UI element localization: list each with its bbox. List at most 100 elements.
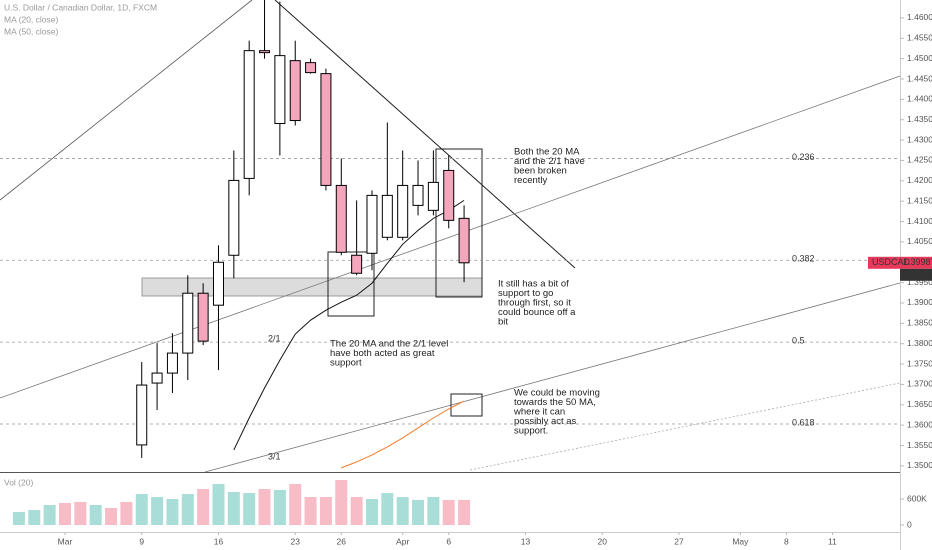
fan-label: 2/1 — [268, 333, 281, 343]
candle-body — [443, 169, 455, 221]
y-tick-label: 1.37500 — [907, 358, 932, 368]
volume-bar — [43, 504, 56, 525]
annotation: bit — [498, 317, 508, 328]
annotation: The 20 MA and the 2/1 level — [330, 339, 448, 350]
volume-bar — [365, 499, 378, 525]
x-tick-label: Mar — [58, 536, 73, 546]
volume-bar — [319, 497, 332, 525]
volume-bar — [166, 499, 179, 525]
y-tick-label: 1.43500 — [907, 114, 932, 124]
x-tick-label: 23 — [290, 536, 300, 546]
y-tick-label: 0 — [907, 519, 912, 529]
x-tick-label: 16 — [214, 536, 224, 546]
volume-bar — [458, 499, 471, 525]
timer-tag — [900, 268, 932, 281]
annotation: could bounce off a — [498, 307, 576, 318]
annotation: through first, so it — [498, 298, 571, 309]
y-tick-label: 1.45000 — [907, 53, 932, 63]
ma-line — [233, 199, 465, 451]
annotation: been broken — [514, 166, 567, 177]
trend-line — [274, 0, 576, 269]
x-tick-label: 20 — [597, 536, 607, 546]
volume-bar — [120, 501, 133, 525]
candle-body — [305, 62, 317, 74]
annotation: support — [330, 358, 362, 369]
candle-body — [182, 292, 194, 354]
y-tick-label: 1.42500 — [907, 155, 932, 165]
volume-bar — [105, 508, 118, 525]
y-tick-label: 1.44500 — [907, 73, 932, 83]
volume-title: Vol (20) — [4, 477, 33, 487]
fan-line — [204, 282, 900, 472]
volume-bar — [28, 510, 41, 525]
level-label: 0.236 — [792, 152, 815, 162]
y-tick-label: 1.45500 — [907, 33, 932, 43]
volume-bar — [58, 502, 71, 525]
volume-bar — [89, 504, 102, 525]
y-tick-label: 1.42000 — [907, 175, 932, 185]
volume-bar — [151, 497, 164, 525]
annotation: have both acted as great — [330, 348, 435, 359]
candle-body — [289, 60, 301, 122]
volume-bar — [273, 489, 286, 525]
volume-bar — [396, 497, 409, 525]
annotation: where it can — [513, 407, 565, 418]
annotation: It still has a bit of — [498, 279, 569, 290]
legend-entry: MA (20, close) — [4, 14, 58, 24]
volume-bar — [227, 491, 240, 525]
volume-bar — [197, 488, 210, 525]
y-tick-label: 600K — [907, 493, 927, 503]
y-tick-label: 1.38000 — [907, 338, 932, 348]
y-tick-label: 1.43000 — [907, 134, 932, 144]
x-tick-label: 13 — [521, 536, 531, 546]
volume-bar — [335, 480, 348, 525]
volume-bar — [304, 497, 317, 525]
annotation: and the 2/1 have — [514, 156, 585, 167]
y-tick-label: 1.41500 — [907, 195, 932, 205]
annotation: We could be moving — [514, 388, 600, 399]
candle-body — [412, 184, 424, 206]
box — [450, 393, 483, 417]
level-label: 0.618 — [792, 417, 815, 427]
volume-bar — [243, 493, 256, 525]
candle-body — [166, 352, 178, 374]
x-tick-label: 6 — [446, 536, 451, 546]
y-tick-label: 1.36500 — [907, 399, 932, 409]
volume-bar — [381, 493, 394, 525]
annotation: recently — [514, 175, 548, 186]
y-tick-label: 1.36000 — [907, 419, 932, 429]
level-label: 0.5 — [792, 336, 805, 346]
candle-body — [259, 50, 271, 54]
y-tick-label: 1.46000 — [907, 12, 932, 22]
candle-body — [274, 55, 286, 125]
fan-label: 3/1 — [268, 451, 281, 461]
x-tick-label: 8 — [784, 536, 789, 546]
x-tick-label: 26 — [337, 536, 347, 546]
y-tick-label: 1.39500 — [907, 277, 932, 287]
x-tick-label: 9 — [139, 536, 144, 546]
volume-bar — [74, 501, 87, 525]
annotation: towards the 50 MA, — [514, 397, 596, 408]
drawings — [0, 0, 900, 472]
trend-line — [0, 0, 253, 201]
candle-body — [320, 73, 332, 186]
x-tick-label: 27 — [674, 536, 684, 546]
volume-bar — [412, 499, 425, 525]
fan-line — [0, 75, 900, 399]
volume-bar — [135, 494, 148, 525]
candle-body — [151, 372, 163, 384]
y-tick-label: 1.44000 — [907, 94, 932, 104]
timer-tag-text: 02:27:38 — [903, 269, 932, 279]
candle-body — [427, 181, 439, 211]
volume-bar — [181, 494, 194, 525]
volume-bar — [442, 499, 455, 525]
price-tag-symbol: USDCAD — [872, 257, 911, 267]
candle-body — [212, 261, 224, 306]
volume-bar — [12, 512, 25, 525]
y-tick-label: 1.37000 — [907, 379, 932, 389]
box — [435, 148, 483, 298]
annotation: support. — [514, 426, 548, 437]
volume-bar — [427, 497, 440, 525]
